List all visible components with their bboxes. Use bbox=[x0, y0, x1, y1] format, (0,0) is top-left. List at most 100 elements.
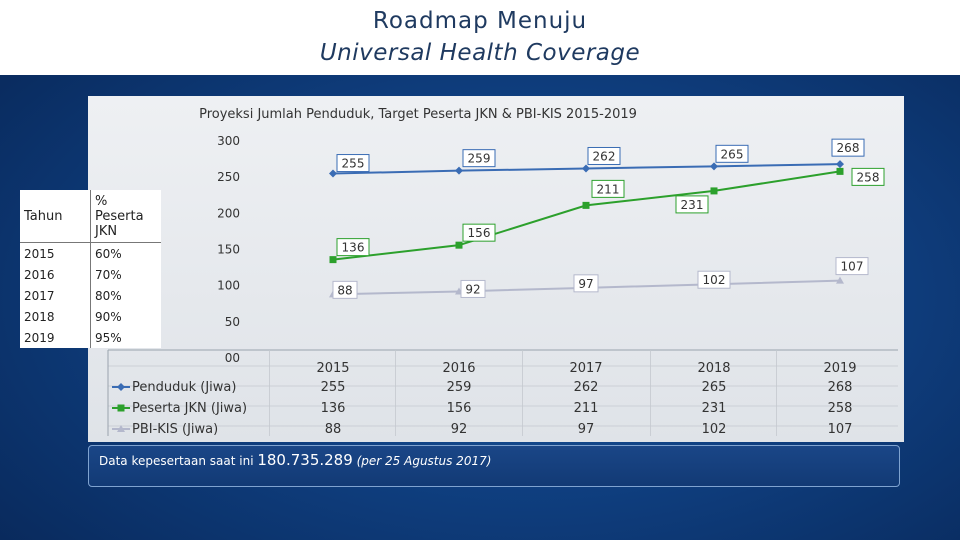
table-value: 262 bbox=[574, 380, 599, 395]
percent-cell: 95% bbox=[95, 330, 122, 345]
table-value: 92 bbox=[451, 422, 468, 437]
data-label-box bbox=[336, 238, 370, 257]
series-point bbox=[455, 166, 463, 175]
data-label-box bbox=[715, 144, 749, 163]
info-box: Data kepesertaan saat ini 180.735.289 (p… bbox=[88, 445, 900, 487]
data-label: 102 bbox=[703, 273, 726, 287]
table-header-row: Tahun % Peserta JKN bbox=[20, 190, 161, 243]
data-label-box bbox=[336, 154, 370, 173]
series-point bbox=[836, 276, 844, 284]
table-value: 156 bbox=[447, 401, 472, 416]
data-label-box bbox=[851, 167, 885, 186]
chart-title: Proyeksi Jumlah Penduduk, Target Peserta… bbox=[199, 107, 637, 122]
year-cell: 2019 bbox=[20, 327, 91, 348]
data-label-box bbox=[591, 179, 625, 198]
table-value: 265 bbox=[702, 380, 727, 395]
data-label-box bbox=[831, 138, 865, 157]
x-tick-label: 2017 bbox=[569, 361, 602, 376]
data-label: 259 bbox=[468, 152, 491, 166]
data-label: 136 bbox=[342, 241, 365, 255]
table-value: 259 bbox=[447, 380, 472, 395]
year-cell: 2016 bbox=[20, 264, 91, 285]
percent-cell: 60% bbox=[95, 246, 122, 261]
data-label: 211 bbox=[597, 182, 620, 196]
header: Roadmap Menuju Universal Health Coverage bbox=[0, 0, 960, 75]
series-point bbox=[710, 162, 718, 171]
series-point bbox=[329, 256, 337, 264]
x-tick-label: 2018 bbox=[697, 361, 730, 376]
series-point bbox=[455, 241, 463, 249]
y-tick-label: 50 bbox=[225, 315, 240, 329]
y-tick-label: 00 bbox=[225, 351, 240, 365]
data-label: 255 bbox=[342, 157, 365, 171]
table-value: 107 bbox=[828, 422, 853, 437]
slide-title: Roadmap Menuju bbox=[372, 8, 588, 34]
data-label: 262 bbox=[593, 149, 616, 163]
legend-marker bbox=[117, 383, 125, 391]
legend-label: Peserta JKN (Jiwa) bbox=[132, 401, 247, 416]
table-row: 2019 95% bbox=[20, 327, 161, 348]
table-value: 97 bbox=[578, 422, 595, 437]
table-value: 258 bbox=[828, 401, 853, 416]
chart-panel: Proyeksi Jumlah Penduduk, Target Peserta… bbox=[88, 96, 904, 442]
series-point bbox=[582, 164, 590, 173]
table-value: 136 bbox=[321, 401, 346, 416]
series-point bbox=[710, 187, 718, 195]
data-label: 97 bbox=[578, 277, 593, 291]
data-label: 265 bbox=[721, 147, 744, 161]
series-line-1 bbox=[332, 170, 841, 261]
series-point bbox=[582, 201, 590, 209]
percent-cell: 70% bbox=[95, 267, 122, 282]
year-cell: 2015 bbox=[20, 242, 91, 264]
table-value: 231 bbox=[702, 401, 727, 416]
data-label-box bbox=[675, 195, 709, 214]
data-label: 88 bbox=[337, 283, 352, 297]
data-label-box bbox=[460, 279, 486, 298]
legend-marker bbox=[117, 404, 125, 412]
legend-label: Penduduk (Jiwa) bbox=[132, 380, 236, 395]
legend-marker bbox=[117, 425, 125, 432]
table-value: 88 bbox=[325, 422, 342, 437]
table-row: 2017 80% bbox=[20, 285, 161, 306]
year-cell: 2018 bbox=[20, 306, 91, 327]
y-tick-label: 250 bbox=[217, 170, 240, 184]
data-label-box bbox=[462, 149, 496, 168]
legend-label: PBI-KIS (Jiwa) bbox=[132, 422, 218, 437]
table-value: 211 bbox=[574, 401, 599, 416]
x-tick-label: 2015 bbox=[316, 361, 349, 376]
data-label: 92 bbox=[465, 282, 480, 296]
data-label-box bbox=[835, 257, 869, 276]
percent-cell: 80% bbox=[95, 288, 122, 303]
data-label: 268 bbox=[837, 141, 860, 155]
y-tick-label: 150 bbox=[217, 243, 240, 257]
table-value: 102 bbox=[702, 422, 727, 437]
header-tahun: Tahun bbox=[20, 190, 91, 243]
data-label-box bbox=[462, 223, 496, 242]
data-label-box bbox=[332, 280, 358, 299]
y-tick-label: 100 bbox=[217, 279, 240, 293]
x-tick-label: 2016 bbox=[442, 361, 475, 376]
y-tick-label: 200 bbox=[217, 206, 240, 220]
data-label-box bbox=[697, 270, 731, 289]
info-text: Data kepesertaan saat ini 180.735.289 (p… bbox=[99, 451, 491, 469]
percent-cell: 90% bbox=[95, 309, 122, 324]
data-label-box bbox=[573, 274, 599, 293]
series-point bbox=[329, 169, 337, 178]
data-label: 231 bbox=[681, 198, 704, 212]
data-label: 107 bbox=[841, 260, 864, 274]
info-note: (per 25 Agustus 2017) bbox=[356, 454, 492, 468]
table-value: 268 bbox=[828, 380, 853, 395]
info-value: 180.735.289 bbox=[257, 451, 353, 469]
series-point bbox=[836, 167, 844, 175]
info-prefix: Data kepesertaan saat ini bbox=[99, 454, 258, 468]
data-label: 156 bbox=[468, 226, 491, 240]
table-row: 2018 90% bbox=[20, 306, 161, 327]
year-cell: 2017 bbox=[20, 285, 91, 306]
table-value: 255 bbox=[321, 380, 346, 395]
table-row: 2015 60% bbox=[20, 242, 161, 264]
data-label: 258 bbox=[857, 170, 880, 184]
header-peserta-jkn: % Peserta JKN bbox=[95, 193, 144, 239]
data-label-box bbox=[587, 146, 621, 165]
jkn-percentage-table: Tahun % Peserta JKN 2015 60% 2016 70% 2017… bbox=[20, 190, 161, 348]
y-tick-label: 300 bbox=[217, 134, 240, 148]
